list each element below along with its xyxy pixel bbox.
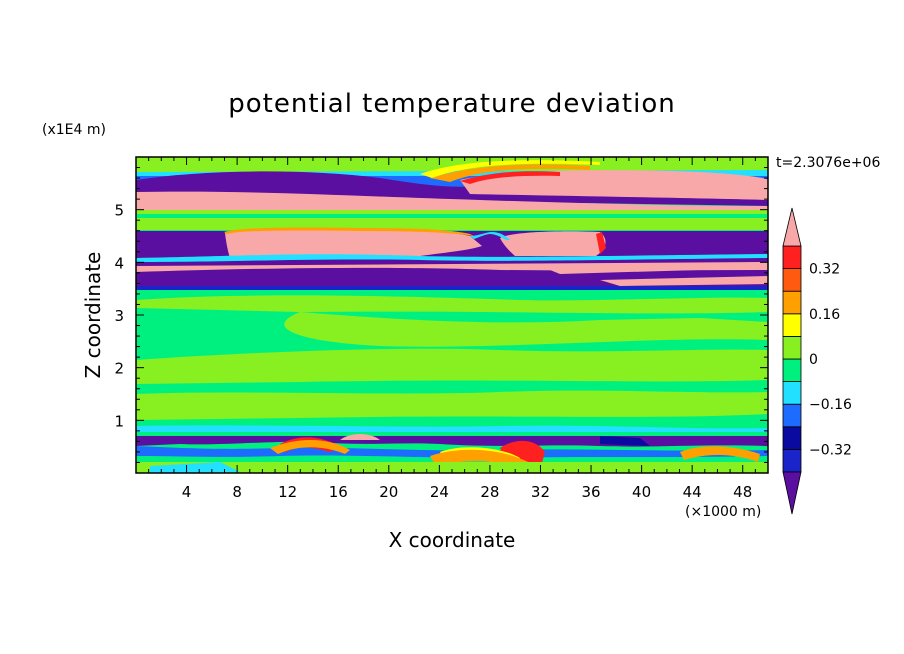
x-axis-label: X coordinate: [389, 528, 516, 552]
colorbar-tick-label: 0.32: [809, 262, 840, 278]
x-tick-label: 16: [329, 483, 348, 501]
band-bottom-orange-2: [430, 449, 528, 470]
band-mid-pink-right: [500, 231, 606, 256]
y-tick-label: 1: [114, 412, 124, 430]
x-tick-label: 4: [182, 483, 192, 501]
band-lower-green-3: [136, 348, 768, 384]
band-mid-pink-lowest: [600, 276, 768, 286]
x-tick-label: 20: [379, 483, 398, 501]
band-bottom-purple-2: [600, 436, 650, 446]
y-unit-label: (x1E4 m): [42, 122, 106, 138]
band-upper-red: [460, 171, 560, 184]
y-tick-label: 3: [114, 307, 124, 325]
x-tick-label: 44: [683, 483, 702, 501]
band-mid-cyan-peak: [470, 232, 510, 240]
band-mid-orange-left: [224, 227, 474, 236]
y-axis-ticks: 1 2 3 4 5: [114, 167, 768, 463]
colorbar-swatch: [782, 381, 802, 405]
band-blue-base: [136, 286, 768, 290]
plot-area: [136, 157, 768, 473]
band-lower-green-2: [284, 312, 768, 347]
band-lower-green-4: [136, 390, 768, 420]
x-axis-ticks: 4 8 12 16 20 24 28 32 36 40 44 48: [148, 157, 756, 501]
x-tick-label: 36: [581, 483, 600, 501]
x-tick-label: 40: [632, 483, 651, 501]
band-lower-cyan-strip: [136, 425, 768, 432]
band-upper-pink: [460, 170, 768, 200]
colorbar-swatch: [782, 426, 802, 450]
colorbar-swatch: [782, 245, 802, 270]
colorbar-swatch: [782, 448, 802, 473]
x-tick-label: 48: [733, 483, 752, 501]
band-bottom-orange-3: [680, 446, 760, 462]
band-upper-orange: [430, 164, 590, 182]
colorbar-swatch: [782, 290, 802, 315]
colorbar-top-arrow: [782, 207, 802, 247]
colorbar-tick-label: −0.32: [809, 442, 852, 458]
colorbar-swatch: [782, 268, 802, 292]
x-tick-label: 32: [531, 483, 550, 501]
chart-title: potential temperature deviation: [228, 89, 675, 119]
colorbar-tick-label: 0.16: [809, 307, 840, 323]
colorbar-swatch: [782, 313, 802, 337]
colorbar: 0.32 0.16 0 −0.16 −0.32: [782, 207, 852, 515]
x-tick-label: 8: [232, 483, 242, 501]
band-green-stripe: [136, 214, 768, 218]
colorbar-swatch: [782, 335, 802, 360]
y-tick-label: 5: [114, 202, 124, 220]
band-mid-pink-lower: [540, 262, 768, 274]
x-unit-label: (×1000 m): [685, 504, 761, 520]
colorbar-tick-label: 0: [809, 352, 818, 368]
colorbar-bottom-arrow: [782, 471, 802, 515]
y-tick-label: 2: [114, 360, 124, 378]
band-bottom-green-2: [136, 462, 768, 473]
y-axis-label: Z coordinate: [81, 252, 105, 379]
x-tick-label: 28: [480, 483, 499, 501]
band-bottom-pink: [340, 434, 380, 440]
x-tick-label: 24: [430, 483, 449, 501]
time-label: t=2.3076e+06: [776, 155, 880, 171]
colorbar-swatch: [782, 358, 802, 383]
band-pink-stripe: [136, 191, 768, 214]
band-mid-red-right: [596, 232, 606, 254]
band-mid-cyan: [136, 254, 768, 262]
band-mid-pink-left: [225, 229, 482, 258]
band-upper-yellow: [420, 160, 600, 178]
band-lower-green-1: [136, 295, 768, 314]
y-tick-label: 4: [114, 254, 124, 272]
colorbar-swatch: [782, 403, 802, 428]
band-bottom-orange-1: [270, 439, 350, 454]
x-tick-label: 12: [278, 483, 297, 501]
band-green-mid-upper: [136, 210, 768, 230]
colorbar-tick-label: −0.16: [809, 397, 852, 413]
band-bottom-cyan: [150, 462, 240, 473]
